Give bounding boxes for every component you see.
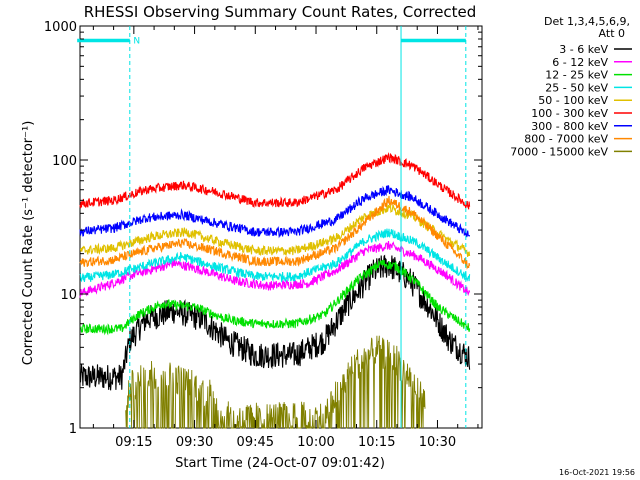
legend-header-line-2: Att 0 — [599, 27, 625, 40]
series-line-9 — [125, 335, 426, 430]
x-axis: 09:15 09:30 09:45 10:00 10:15 10:30 — [92, 26, 479, 450]
y-tick-label: 1000 — [44, 20, 77, 35]
x-tick-label: 10:15 — [358, 435, 395, 450]
y-tick-label: 1 — [69, 422, 77, 437]
annotation-layer: N — [77, 26, 467, 428]
chart-title: RHESSI Observing Summary Count Rates, Co… — [84, 3, 477, 21]
series-traces — [79, 151, 471, 430]
legend-label: 7000 - 15000 keV — [510, 145, 608, 158]
timestamp: 16-Oct-2021 19:56 — [559, 468, 635, 477]
x-tick-label: 10:00 — [297, 435, 334, 450]
series-line-7 — [79, 185, 471, 239]
legend-label: 300 - 800 keV — [531, 120, 608, 133]
x-axis-label: Start Time (24-Oct-07 09:01:42) — [175, 456, 385, 471]
series-line-5 — [79, 203, 471, 257]
legend-label: 6 - 12 keV — [552, 56, 608, 69]
legend-header-line-1: Det 1,3,4,5,6,9, — [544, 15, 630, 28]
series-line-2 — [79, 241, 471, 298]
attenuator-label: N — [133, 36, 140, 46]
legend-label: 100 - 300 keV — [531, 107, 608, 120]
x-tick-label: 10:30 — [419, 435, 456, 450]
legend-label: 12 - 25 keV — [545, 69, 608, 82]
y-axis: 1 10 100 1000 — [44, 20, 482, 437]
series-line-8 — [79, 195, 471, 270]
series-line-3 — [79, 259, 471, 336]
series-line-1 — [79, 254, 471, 391]
legend-label: 800 - 7000 keV — [524, 133, 608, 146]
y-tick-label: 10 — [60, 288, 77, 303]
y-tick-label: 100 — [52, 154, 77, 169]
series-line-4 — [79, 228, 471, 283]
y-axis-label: Corrected Count Rate (s⁻¹ detector⁻¹) — [21, 121, 36, 366]
x-tick-label: 09:30 — [176, 435, 213, 450]
legend-label: 50 - 100 keV — [538, 94, 608, 107]
legend-label: 3 - 6 keV — [559, 43, 608, 56]
legend-label: 25 - 50 keV — [545, 81, 608, 94]
x-tick-label: 09:45 — [237, 435, 274, 450]
x-tick-label: 09:15 — [115, 435, 152, 450]
series-line-6 — [79, 151, 471, 210]
